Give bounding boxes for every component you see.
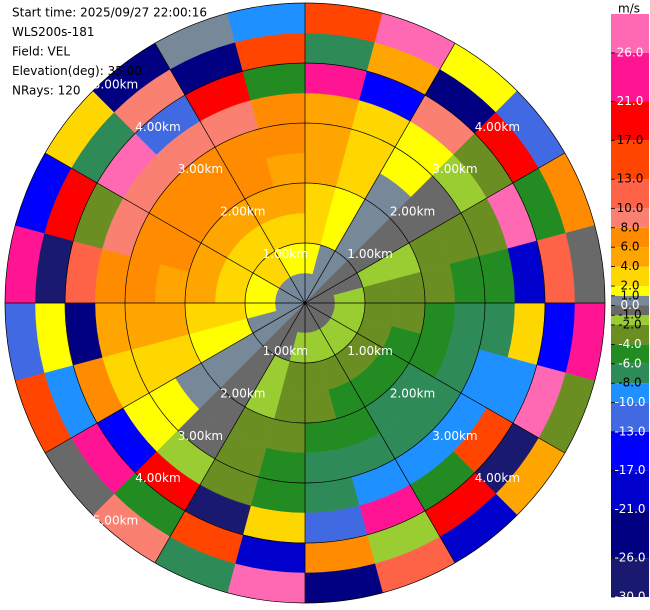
colorbar-band	[611, 363, 649, 384]
colorbar-band	[611, 324, 649, 345]
colorbar-band	[611, 295, 649, 306]
colorbar-tick-label: -6.0	[618, 356, 641, 370]
range-label: 3.00km	[432, 162, 477, 176]
polar-axes	[4, 2, 606, 604]
colorbar-band	[611, 52, 649, 102]
colorbar-band	[611, 509, 649, 559]
colorbar-band	[611, 344, 649, 364]
colorbar-band	[611, 558, 649, 597]
colorbar-tick-label: -2.0	[618, 317, 641, 331]
header-line: Elevation(deg): 35.00	[12, 64, 142, 78]
range-label: 4.00km	[135, 471, 180, 485]
spoke-line	[304, 43, 456, 304]
velocity-cell	[449, 256, 486, 304]
range-label: 5.00km	[93, 514, 138, 528]
colorbar-band	[611, 266, 649, 287]
range-label: 5.00km	[93, 77, 138, 91]
header: Start time: 2025/09/27 22:00:16 WLS200s-1…	[12, 6, 207, 98]
spoke-line	[45, 152, 306, 304]
colorbar-band	[611, 140, 649, 180]
velocity-cell	[124, 256, 161, 304]
colorbar-band	[611, 247, 649, 267]
header-line: WLS200s-181	[12, 25, 95, 39]
colorbar-tick-label: -1.0	[618, 308, 641, 322]
spoke-line	[154, 43, 306, 304]
colorbar-tick-label: -17.0	[614, 463, 645, 477]
colorbar-tick-label: -8.0	[618, 376, 641, 390]
colorbar-tick-label: -4.0	[618, 337, 641, 351]
range-label: 1.00km	[347, 247, 392, 261]
colorbar-tick-label: 2.0	[620, 279, 639, 293]
spoke-line	[45, 302, 306, 454]
colorbar-tick-label: -26.0	[614, 551, 645, 565]
colorbar-band	[611, 315, 649, 325]
range-label: 5.00km	[517, 514, 562, 528]
colorbar-band	[611, 101, 649, 141]
colorbar-tick-label: 4.0	[620, 259, 639, 273]
colorbar: -30.0 -26.0 -21.0 -17.0 -13.0 -10.0 -8.0 -6.0 -4…	[611, 2, 649, 604]
range-label: 2.00km	[390, 205, 435, 219]
range-label: 4.00km	[135, 120, 180, 134]
range-label: 3.00km	[178, 429, 223, 443]
range-label: 3.00km	[432, 429, 477, 443]
colorbar-band	[611, 470, 649, 510]
colorbar-tick-label: 1.0	[620, 288, 639, 302]
range-labels: 1.00km 1.00km 1.00km 1.00km 2.00km 2.00km 2.00…	[93, 77, 563, 527]
colorbar-band	[611, 305, 649, 316]
range-ring	[124, 122, 486, 484]
range-ring	[184, 182, 426, 424]
colorbar-tick-label: 26.0	[617, 45, 644, 59]
spoke-line	[304, 302, 456, 563]
colorbar-band	[611, 227, 649, 248]
range-label: 4.00km	[475, 471, 520, 485]
colorbar-band	[611, 208, 649, 228]
colorbar-tick-label: 13.0	[617, 172, 644, 186]
velocity-cell	[258, 447, 306, 484]
colorbar-tick-label: 6.0	[620, 240, 639, 254]
velocity-cell	[449, 302, 486, 350]
colorbar-tick-label: 0.0	[620, 298, 639, 312]
colorbar-band	[611, 286, 649, 296]
header-line: Start time: 2025/09/27 22:00:16	[12, 6, 207, 20]
spoke-line	[304, 152, 565, 304]
range-label: 1.00km	[347, 344, 392, 358]
range-ring	[4, 2, 606, 604]
colorbar-tick-label: -13.0	[614, 424, 645, 438]
colorbar-tick-label: 21.0	[617, 94, 644, 108]
colorbar-unit: m/s	[618, 2, 640, 16]
range-label: 2.00km	[220, 386, 265, 400]
range-label: 4.00km	[475, 120, 520, 134]
header-line: Field: VEL	[12, 45, 70, 59]
colorbar-tick-label: -30.0	[614, 590, 645, 604]
colorbar-tick-label: -21.0	[614, 502, 645, 516]
radar-field	[4, 2, 606, 604]
range-label: 5.00km	[517, 77, 562, 91]
colorbar-tick-label: 10.0	[617, 201, 644, 215]
range-label: 1.00km	[263, 247, 308, 261]
colorbar-band	[611, 14, 649, 53]
velocity-cell	[304, 122, 352, 159]
range-ring	[64, 62, 546, 544]
spoke-line	[304, 302, 565, 454]
colorbar-band	[611, 431, 649, 471]
range-label: 3.00km	[178, 162, 223, 176]
velocity-cell	[258, 122, 306, 159]
velocity-cell	[304, 447, 352, 484]
range-label: 2.00km	[220, 205, 265, 219]
colorbar-tick-label: 17.0	[617, 133, 644, 147]
velocity-cell	[124, 302, 161, 350]
range-label: 1.00km	[263, 344, 308, 358]
colorbar-tick-label: -10.0	[614, 395, 645, 409]
colorbar-tick-label: 8.0	[620, 220, 639, 234]
range-ring	[244, 242, 366, 364]
range-label: 2.00km	[390, 386, 435, 400]
header-line: NRays: 120	[12, 84, 81, 98]
colorbar-band	[611, 179, 649, 209]
spoke-line	[154, 302, 306, 563]
colorbar-band	[611, 383, 649, 403]
colorbar-band	[611, 402, 649, 432]
